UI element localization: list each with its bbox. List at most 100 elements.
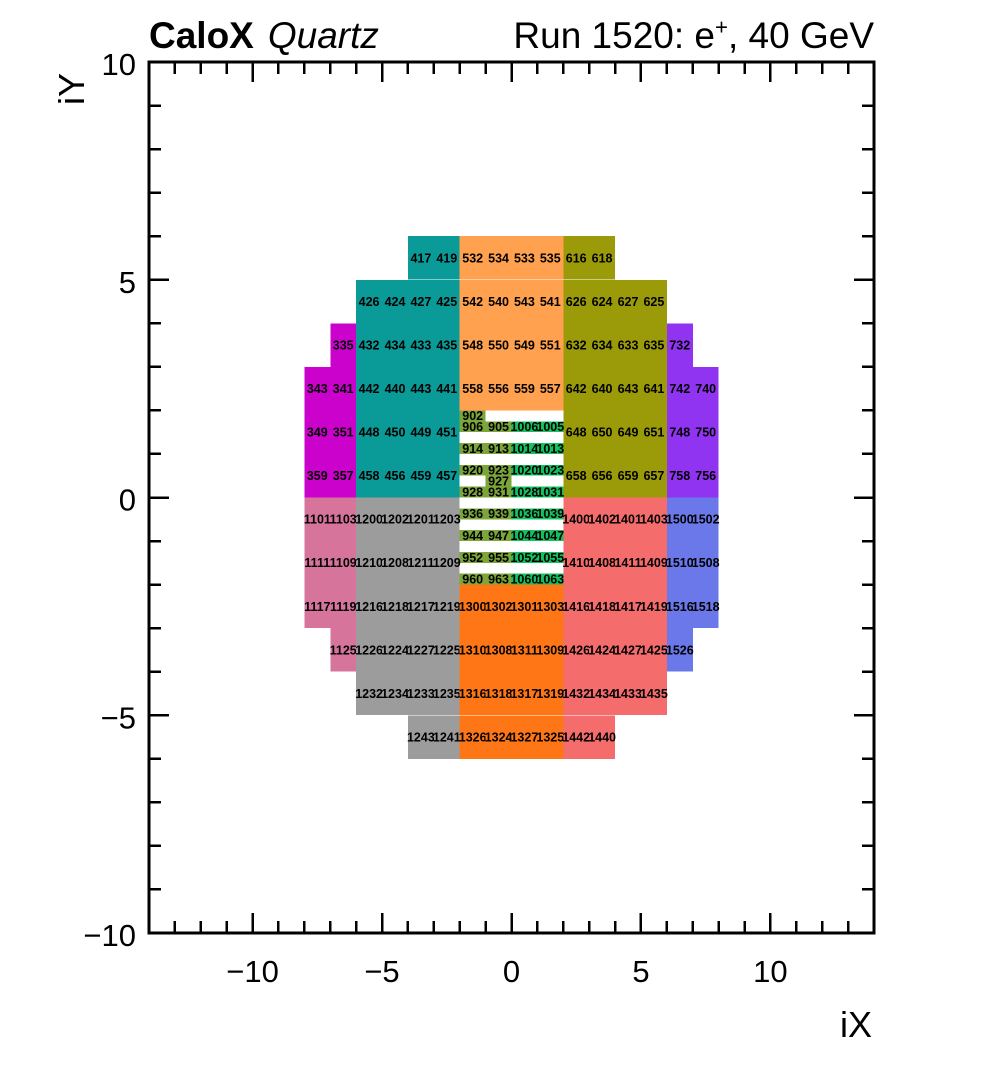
calo-cell [459,671,486,716]
calo-cell-label: 632 [566,339,587,353]
calo-cell [433,541,460,585]
calo-cell-label: 1516 [666,600,694,614]
calo-cell-label: 659 [618,469,639,483]
calo-cell [407,453,434,498]
calo-cell [641,541,667,585]
calo-cell-label: 1023 [536,464,564,478]
calo-cell-label: 923 [488,464,509,478]
calo-cell [537,671,564,716]
calo-cell-label: 1510 [666,556,694,570]
calo-cell [537,508,564,520]
calo-cell-label: 963 [488,573,509,587]
calo-cell-label: 351 [333,426,354,440]
calo-cell [511,464,538,476]
calo-cell-label: 1502 [692,513,720,527]
calo-cell [615,279,641,324]
calo-cell-label: 343 [307,382,328,396]
calo-cell [537,486,564,498]
calo-cell [537,584,564,629]
calo-cell-label: 1309 [536,643,564,657]
calo-cell [382,584,408,629]
calo-cell [459,551,486,563]
calo-cell [511,628,538,672]
calo-cell [641,323,667,367]
calo-cell-label: 456 [385,469,406,483]
calo-cell-label: 1013 [536,442,564,456]
calo-cell-label: 657 [643,469,664,483]
calo-cell [304,584,331,629]
calo-cell [563,671,590,716]
calo-cell-label: 1210 [355,556,383,570]
calo-cell [666,323,693,367]
calo-cell [666,541,693,585]
calo-cell-label: 1425 [640,643,668,657]
calo-cell [615,541,641,585]
calo-cell [433,671,460,716]
calo-cell-label: 635 [643,339,664,353]
calo-cell [459,421,486,433]
calo-cell [407,410,434,454]
calo-cell-label: 624 [592,295,613,309]
calo-cell-label: 1308 [485,643,513,657]
calo-cell-label: 548 [462,339,483,353]
calo-cell [641,453,667,498]
calo-cell-label: 1109 [330,556,357,570]
calo-cell [692,541,719,585]
calo-cell-label: 1401 [614,513,642,527]
calo-cell [304,366,331,411]
calo-cell-label: 1417 [614,600,642,614]
calo-cell [356,541,382,585]
calo-cell [563,541,590,585]
calo-cell-label: 1031 [536,486,564,500]
calo-cell [356,410,382,454]
calo-cell [511,671,538,716]
calo-cell [666,628,693,672]
calo-cell-label: 448 [359,426,380,440]
calo-cell-label: 1111 [304,556,330,570]
calo-cell-label: 1226 [355,643,383,657]
calo-cell [537,628,564,672]
calo-cell-label: 1442 [562,730,590,744]
calo-cell-label: 1402 [588,513,616,527]
calo-cell-label: 914 [462,442,483,456]
calo-cell [459,715,486,759]
calo-cell-label: 1435 [640,687,668,701]
calo-cell [563,715,590,759]
calo-cell [563,453,590,498]
calo-cell [459,279,486,324]
calo-cell-label: 625 [643,295,664,309]
calo-cell [615,410,641,454]
calo-cell-label: 952 [462,551,483,565]
calo-cell-label: 417 [410,251,431,265]
calo-cell-label: 1310 [459,643,487,657]
calo-cell-label: 742 [669,382,690,396]
calo-cell [330,366,357,411]
plot-title-left: CaloX Quartz [149,16,379,56]
x-tick-label: −10 [226,954,279,989]
calo-cell [563,584,590,629]
calo-cell [485,551,512,563]
calo-cell-label: 1326 [459,730,487,744]
calo-cell-label: 432 [359,339,380,353]
calo-cell [407,323,434,367]
calo-cell-label: 1403 [640,513,668,527]
run-title: Run 1520: e+, 40 GeV [513,16,874,56]
calo-cell-label: 441 [436,382,457,396]
calo-cell-label: 1202 [381,513,409,527]
x-axis-title: iX [839,1004,872,1045]
y-tick-label: −5 [101,700,136,735]
calo-cell-label: 634 [592,339,613,353]
calo-cell [459,410,486,422]
calo-cell [485,366,512,411]
calo-cell-label: 557 [540,382,561,396]
calo-cell-label: 1052 [510,551,538,565]
y-tick-label: −10 [83,918,136,953]
calo-cell-label: 449 [410,426,431,440]
calo-cell [433,715,460,759]
calo-cell [459,573,486,585]
calo-cell [382,410,408,454]
calo-cell-label: 559 [514,382,535,396]
calo-cell-label: 1006 [510,420,538,434]
calo-cell-label: 1440 [588,730,616,744]
